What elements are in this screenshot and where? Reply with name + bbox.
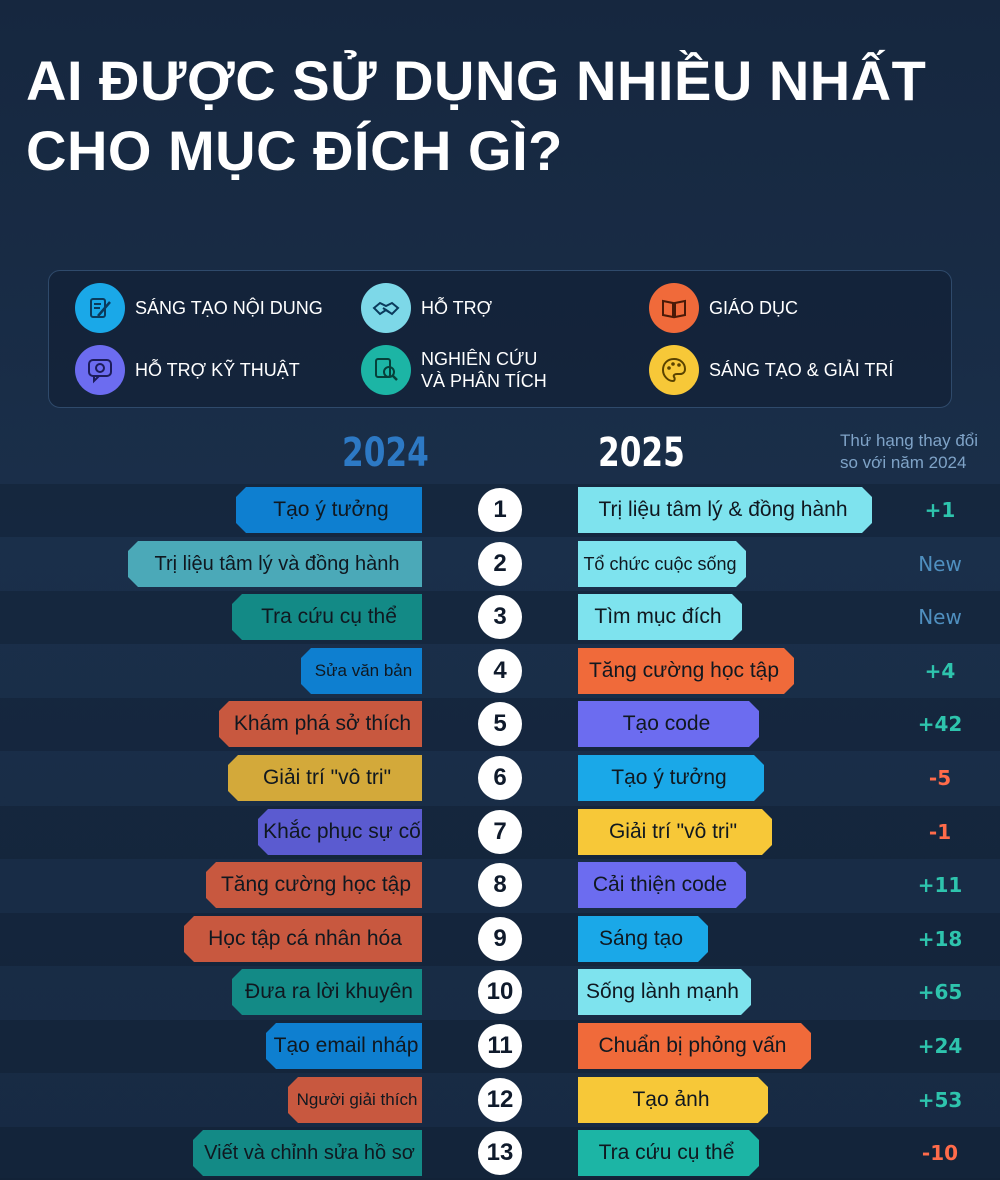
legend-label: HỖ TRỢ KỸ THUẬT	[135, 360, 300, 380]
rank-change-value: +53	[917, 1088, 963, 1112]
bar-2025-rank-10: Sống lành mạnh	[578, 969, 751, 1015]
bar-2024-rank-6: Giải trí "vô tri"	[228, 755, 422, 801]
bar-2024-rank-7: Khắc phục sự cố	[258, 809, 422, 855]
legend-label: SÁNG TẠO & GIẢI TRÍ	[709, 360, 894, 380]
bar-2024-rank-2: Trị liệu tâm lý và đồng hành	[128, 541, 422, 587]
legend-label: GIÁO DỤC	[709, 298, 799, 318]
legend-item-research: NGHIÊN CỨU VÀ PHÂN TÍCH	[361, 345, 547, 395]
bar-2025-rank-8: Cải thiện code	[578, 862, 746, 908]
rank-change-value: -1	[928, 820, 952, 844]
bar-2024-rank-12: Người giải thích	[288, 1077, 422, 1123]
bar-2024-rank-11: Tạo email nháp	[266, 1023, 422, 1069]
writing-icon	[75, 283, 125, 333]
rank-number: 9	[478, 917, 522, 961]
rank-change-value: +24	[917, 1034, 963, 1058]
rank-change-note: Thứ hạng thay đổi so với năm 2024	[840, 431, 979, 472]
rank-number: 2	[478, 542, 522, 586]
legend-label: HỖ TRỢ	[421, 298, 493, 318]
rank-change-value: -5	[928, 766, 952, 790]
bar-2024-rank-5: Khám phá sở thích	[219, 701, 422, 747]
bar-2024-rank-9: Học tập cá nhân hóa	[184, 916, 422, 962]
title-line-2: CHO MỤC ĐÍCH GÌ?	[26, 119, 563, 182]
legend-label: NGHIÊN CỨU VÀ PHÂN TÍCH	[421, 349, 547, 391]
rank-number: 13	[478, 1131, 522, 1175]
legend: SÁNG TẠO NỘI DUNG HỖ TRỢ GIÁO DỤC HỖ TRỢ KỸ…	[48, 270, 952, 408]
rank-number: 4	[478, 649, 522, 693]
rank-number: 3	[478, 595, 522, 639]
bar-2025-rank-2: Tổ chức cuộc sống	[578, 541, 746, 587]
rank-change-value: +42	[917, 712, 963, 736]
year-2025-header: 2025	[598, 430, 685, 476]
rank-change-value: New	[918, 605, 962, 629]
rank-change-value: +65	[917, 980, 963, 1004]
bar-2025-rank-12: Tạo ảnh	[578, 1077, 768, 1123]
bar-2025-rank-13: Tra cứu cụ thể	[578, 1130, 759, 1176]
bar-2025-rank-1: Trị liệu tâm lý & đồng hành	[578, 487, 872, 533]
legend-item-education: GIÁO DỤC	[649, 283, 798, 333]
bar-2025-rank-5: Tạo code	[578, 701, 759, 747]
handshake-icon	[361, 283, 411, 333]
bar-2024-rank-4: Sửa văn bản	[301, 648, 422, 694]
bar-2024-rank-8: Tăng cường học tập	[206, 862, 422, 908]
bar-2025-rank-11: Chuẩn bị phỏng vấn	[578, 1023, 811, 1069]
year-2024-header: 2024	[342, 430, 429, 476]
book-icon	[649, 283, 699, 333]
rank-number: 6	[478, 756, 522, 800]
rank-change-value: +4	[924, 659, 956, 683]
rank-number: 7	[478, 810, 522, 854]
legend-item-support: HỖ TRỢ	[361, 283, 492, 333]
legend-label: SÁNG TẠO NỘI DUNG	[135, 298, 323, 318]
bar-2024-rank-10: Đưa ra lời khuyên	[232, 969, 422, 1015]
rank-change-value: +11	[917, 873, 963, 897]
bar-2025-rank-4: Tăng cường học tập	[578, 648, 794, 694]
rank-number: 12	[478, 1078, 522, 1122]
rank-number: 11	[478, 1024, 522, 1068]
title-line-1: AI ĐƯỢC SỬ DỤNG NHIỀU NHẤT	[26, 49, 927, 112]
bar-2024-rank-1: Tạo ý tưởng	[236, 487, 422, 533]
bar-2025-rank-3: Tìm mục đích	[578, 594, 742, 640]
bar-2024-rank-3: Tra cứu cụ thể	[232, 594, 422, 640]
bar-2025-rank-6: Tạo ý tưởng	[578, 755, 764, 801]
legend-item-fun: SÁNG TẠO & GIẢI TRÍ	[649, 345, 893, 395]
legend-item-tech: HỖ TRỢ KỸ THUẬT	[75, 345, 300, 395]
bar-2024-rank-13: Viết và chỉnh sửa hồ sơ	[193, 1130, 422, 1176]
rank-change-value: -10	[921, 1141, 959, 1165]
gear-chat-icon	[75, 345, 125, 395]
bar-2025-rank-9: Sáng tạo	[578, 916, 708, 962]
legend-item-content: SÁNG TẠO NỘI DUNG	[75, 283, 323, 333]
magnifier-icon	[361, 345, 411, 395]
palette-icon	[649, 345, 699, 395]
rank-number: 1	[478, 488, 522, 532]
rank-number: 8	[478, 863, 522, 907]
rank-change-value: New	[918, 552, 962, 576]
rank-change-value: +1	[924, 498, 956, 522]
bar-2025-rank-7: Giải trí "vô tri"	[578, 809, 772, 855]
rank-change-value: +18	[917, 927, 963, 951]
rank-number: 10	[478, 970, 522, 1014]
rank-number: 5	[478, 702, 522, 746]
page-title: AI ĐƯỢC SỬ DỤNG NHIỀU NHẤT CHO MỤC ĐÍCH …	[26, 46, 926, 186]
